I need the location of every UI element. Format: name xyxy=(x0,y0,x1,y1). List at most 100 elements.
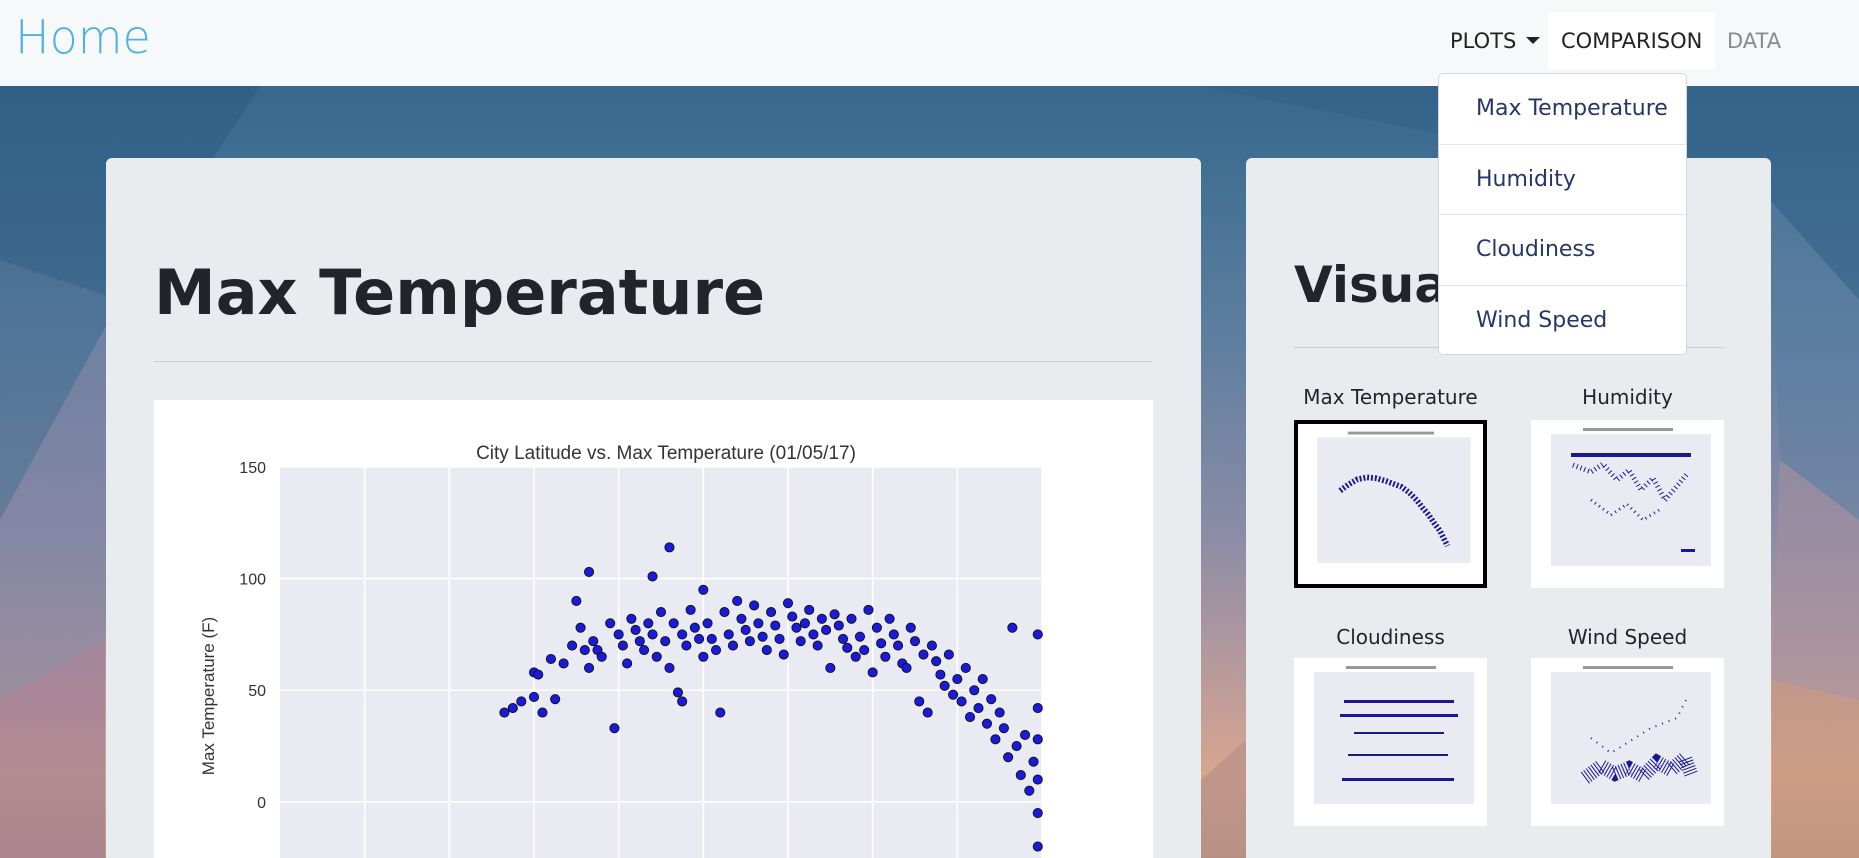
data-point xyxy=(1032,841,1043,852)
data-point xyxy=(922,707,933,718)
data-point xyxy=(664,662,675,673)
comparison-link[interactable]: COMPARISON xyxy=(1548,13,1716,69)
data-point xyxy=(871,622,882,633)
data-point xyxy=(651,651,662,662)
caret-down-icon xyxy=(1526,37,1541,44)
data-point xyxy=(588,636,599,647)
data-point xyxy=(948,689,959,700)
data-point xyxy=(808,629,819,640)
data-point xyxy=(571,595,582,606)
data-point xyxy=(880,651,891,662)
data-point xyxy=(647,571,658,582)
data-point xyxy=(837,633,849,644)
data-point xyxy=(774,633,785,644)
data-point xyxy=(579,645,590,656)
data-point xyxy=(952,674,963,685)
data-point xyxy=(867,667,878,678)
data-point xyxy=(702,618,713,629)
data-point xyxy=(622,658,633,669)
main-plot: City Latitude vs. Max Temperature (01/05… xyxy=(154,400,1153,858)
data-point xyxy=(681,640,692,651)
data-point xyxy=(990,734,1001,745)
data-point xyxy=(804,604,815,615)
data-point xyxy=(795,636,806,647)
data-point xyxy=(935,669,946,680)
data-point xyxy=(550,694,561,705)
data-point xyxy=(528,691,540,702)
data-point xyxy=(630,624,641,636)
data-point xyxy=(973,703,984,714)
thumb-cloudiness[interactable] xyxy=(1294,658,1487,826)
data-point xyxy=(850,651,861,662)
data-point xyxy=(846,613,857,624)
data-point xyxy=(668,618,679,629)
data-point xyxy=(770,620,781,631)
data-point xyxy=(931,656,942,667)
data-point xyxy=(677,629,688,640)
chart-title: City Latitude vs. Max Temperature (01/05… xyxy=(476,443,856,464)
title-divider xyxy=(154,361,1153,362)
data-point xyxy=(655,607,667,618)
data-point xyxy=(740,624,751,636)
y-tick-label: 0 xyxy=(257,795,266,812)
data-point xyxy=(575,622,586,633)
data-point xyxy=(537,707,548,718)
data-point xyxy=(986,694,997,705)
data-point xyxy=(643,618,654,629)
data-point xyxy=(964,711,976,723)
data-point xyxy=(918,649,929,660)
data-point xyxy=(1024,785,1035,796)
navbar: Home PLOTS COMPARISON DATA xyxy=(0,0,1859,86)
data-point xyxy=(787,611,798,622)
data-point xyxy=(677,696,688,707)
plots-dropdown-toggle[interactable]: PLOTS xyxy=(1437,13,1553,69)
data-point xyxy=(960,662,971,673)
data-point xyxy=(499,707,510,718)
data-link[interactable]: DATA xyxy=(1727,29,1782,53)
thumb-label-max-temperature: Max Temperature xyxy=(1303,385,1478,409)
data-point xyxy=(757,631,768,642)
data-point xyxy=(969,685,980,696)
data-point xyxy=(605,618,616,629)
dropdown-item-max-temperature[interactable]: Max Temperature xyxy=(1439,74,1686,145)
data-point xyxy=(626,613,637,624)
y-axis-label: Max Temperature (F) xyxy=(199,617,218,775)
home-link[interactable]: Home xyxy=(15,10,151,64)
data-point xyxy=(715,707,726,718)
data-point xyxy=(905,622,916,633)
dropdown-item-cloudiness[interactable]: Cloudiness xyxy=(1439,215,1686,286)
data-point xyxy=(1032,774,1043,785)
data-point xyxy=(1032,629,1043,640)
thumb-wind-speed[interactable] xyxy=(1531,658,1724,826)
data-point xyxy=(609,723,620,734)
data-point xyxy=(977,674,988,685)
thumb-max-temperature[interactable] xyxy=(1294,420,1487,588)
data-point xyxy=(583,662,595,673)
dropdown-item-humidity[interactable]: Humidity xyxy=(1439,145,1686,215)
thumb-label-humidity: Humidity xyxy=(1582,385,1673,409)
data-point xyxy=(647,629,658,640)
data-point xyxy=(1015,770,1026,781)
data-point xyxy=(893,640,904,651)
thumbnail-chart xyxy=(1317,431,1471,564)
thumbnail-chart xyxy=(1314,666,1474,804)
data-point xyxy=(583,566,595,577)
thumb-label-wind-speed: Wind Speed xyxy=(1567,625,1688,649)
main-card: Max Temperature City Latitude vs. Max Te… xyxy=(106,158,1201,858)
thumbnail-chart xyxy=(1551,428,1711,566)
data-point xyxy=(660,636,671,647)
data-point xyxy=(833,620,844,631)
data-point xyxy=(749,600,760,611)
data-point xyxy=(778,649,789,660)
data-point xyxy=(744,636,755,647)
data-point xyxy=(859,645,870,656)
data-point xyxy=(1032,807,1043,819)
data-point xyxy=(558,658,569,669)
data-point xyxy=(596,651,607,662)
dropdown-item-wind-speed[interactable]: Wind Speed xyxy=(1476,307,1608,333)
data-point xyxy=(710,645,722,656)
data-point xyxy=(821,624,832,636)
data-point xyxy=(664,542,675,553)
thumb-humidity[interactable] xyxy=(1531,420,1724,588)
